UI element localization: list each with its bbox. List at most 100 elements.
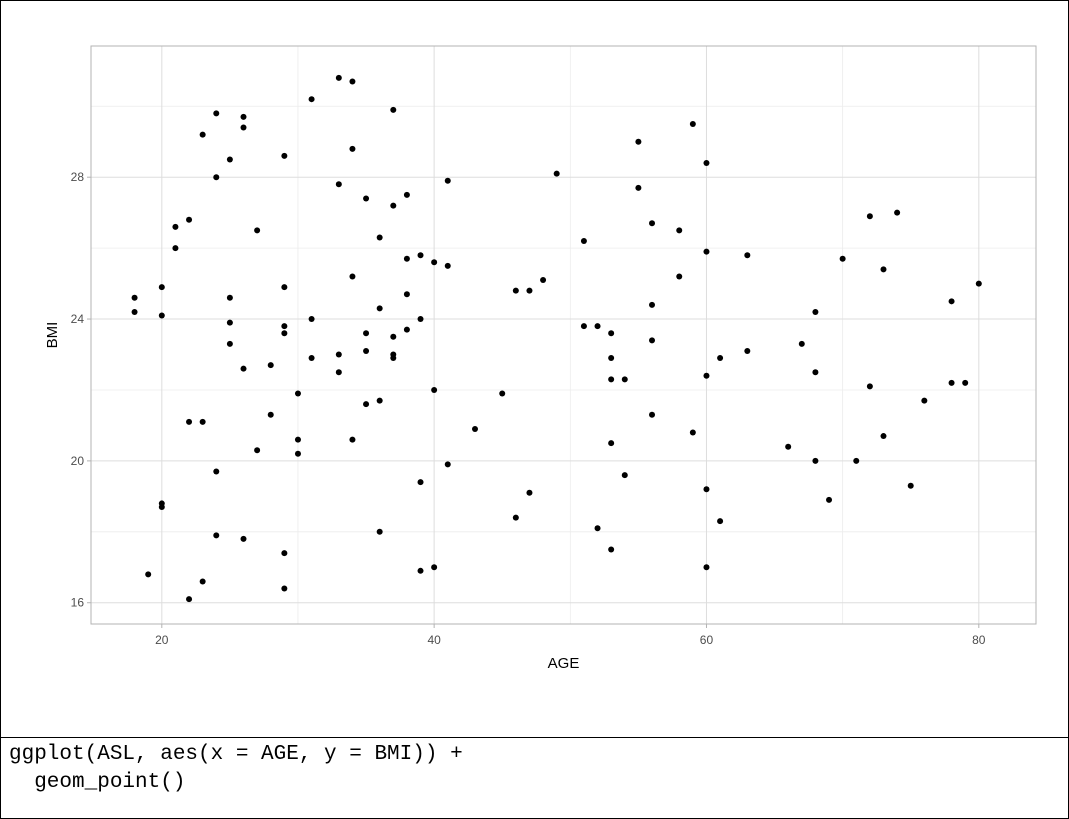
data-point <box>131 308 138 315</box>
data-point <box>403 191 410 198</box>
panel-border <box>90 45 1037 625</box>
data-point <box>703 160 710 167</box>
data-point <box>213 110 220 117</box>
data-point <box>580 323 587 330</box>
data-point <box>649 220 656 227</box>
data-point <box>308 96 315 103</box>
data-point <box>254 227 261 234</box>
data-point <box>281 585 288 592</box>
data-point <box>363 330 370 337</box>
data-point <box>621 376 628 383</box>
data-point <box>131 294 138 301</box>
x-tick-label: 40 <box>427 633 441 647</box>
scatter-chart: 20 40 60 80 16 20 24 28 AGE BMI <box>44 45 1037 672</box>
data-point <box>294 436 301 443</box>
x-axis-label: AGE <box>548 655 580 672</box>
data-point <box>635 184 642 191</box>
data-point <box>240 124 247 131</box>
data-point <box>390 106 397 113</box>
data-point <box>689 121 696 128</box>
data-point <box>594 525 601 532</box>
data-point <box>186 418 193 425</box>
data-point <box>172 223 179 230</box>
x-tick-label: 20 <box>155 633 169 647</box>
data-point <box>689 429 696 436</box>
data-point <box>308 316 315 323</box>
data-point <box>199 131 206 138</box>
data-point <box>226 319 233 326</box>
data-point <box>812 308 819 315</box>
x-tick-label: 60 <box>700 633 714 647</box>
code-line-1: ggplot(ASL, aes(x = AGE, y = BMI)) + <box>9 743 463 766</box>
data-point <box>186 216 193 223</box>
data-point <box>281 330 288 337</box>
data-point <box>526 489 533 496</box>
data-point <box>839 255 846 262</box>
data-point <box>785 443 792 450</box>
data-point <box>703 248 710 255</box>
data-point <box>199 578 206 585</box>
data-point <box>403 326 410 333</box>
data-point <box>390 333 397 340</box>
y-tick-label: 16 <box>71 596 85 610</box>
data-point <box>812 457 819 464</box>
data-point <box>376 305 383 312</box>
data-point <box>798 340 805 347</box>
data-point <box>444 177 451 184</box>
data-point <box>676 273 683 280</box>
data-point <box>608 376 615 383</box>
data-point <box>431 386 438 393</box>
data-point <box>540 277 547 284</box>
data-point <box>240 113 247 120</box>
plot-output: 20 40 60 80 16 20 24 28 AGE BMI <box>1 1 1068 736</box>
data-point <box>158 503 165 510</box>
data-point <box>281 550 288 557</box>
data-point <box>349 273 356 280</box>
cell-divider <box>1 737 1068 738</box>
data-point <box>335 369 342 376</box>
data-point <box>240 535 247 542</box>
data-point <box>335 181 342 188</box>
data-point <box>948 298 955 305</box>
data-point <box>172 245 179 252</box>
data-point <box>363 195 370 202</box>
data-point <box>444 461 451 468</box>
data-point <box>676 227 683 234</box>
data-point <box>444 262 451 269</box>
data-point <box>417 316 424 323</box>
data-point <box>349 436 356 443</box>
data-point <box>363 347 370 354</box>
data-point <box>512 287 519 294</box>
data-point <box>948 379 955 386</box>
data-point <box>717 355 724 362</box>
data-point <box>281 152 288 159</box>
data-point <box>512 514 519 521</box>
data-point <box>894 209 901 216</box>
data-point <box>335 74 342 81</box>
data-point <box>907 482 914 489</box>
data-point <box>608 440 615 447</box>
data-point <box>703 372 710 379</box>
data-point <box>376 234 383 241</box>
data-point <box>349 78 356 85</box>
data-point <box>526 287 533 294</box>
code-cell[interactable]: ggplot(ASL, aes(x = AGE, y = BMI)) + geo… <box>1 738 1068 818</box>
data-point <box>308 355 315 362</box>
data-point <box>213 174 220 181</box>
data-point <box>880 266 887 273</box>
data-point <box>390 355 397 362</box>
data-point <box>921 397 928 404</box>
data-point <box>417 252 424 259</box>
y-axis-label: BMI <box>44 322 61 349</box>
data-point <box>853 457 860 464</box>
data-point <box>649 337 656 344</box>
data-point <box>240 365 247 372</box>
data-point <box>608 330 615 337</box>
data-point <box>608 355 615 362</box>
data-point <box>717 518 724 525</box>
data-point <box>553 170 560 177</box>
code-line-2: geom_point() <box>9 771 186 794</box>
data-point <box>417 479 424 486</box>
data-point <box>580 238 587 245</box>
